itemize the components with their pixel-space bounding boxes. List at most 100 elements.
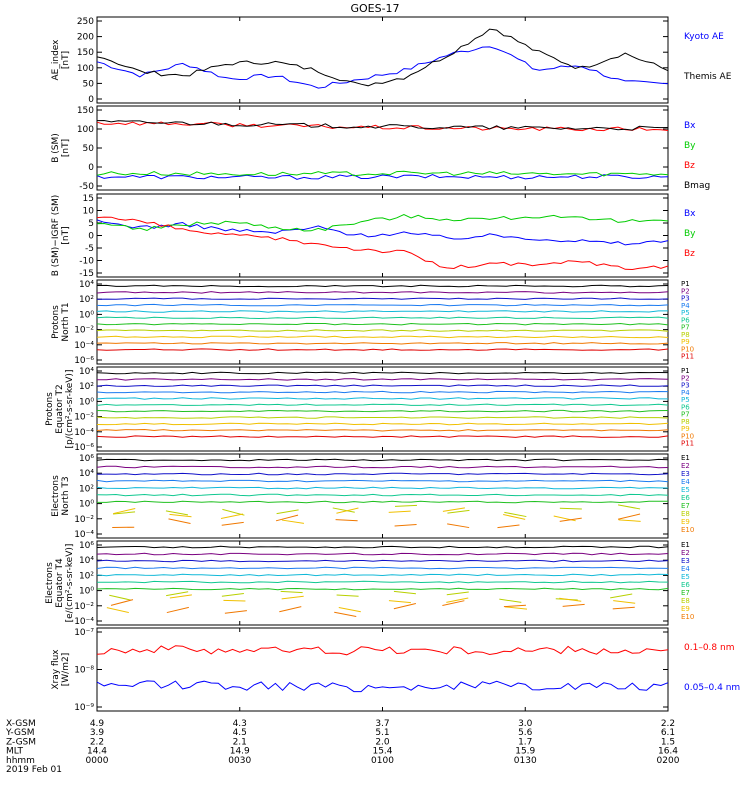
legend-e_eq-E9: E9 (681, 605, 690, 613)
footer-row-label: 2019 Feb 01 (6, 765, 62, 775)
y-axis-label-p_north: North T1 (61, 302, 71, 341)
channel-segment-e_eq (166, 591, 189, 597)
channel-segment-e_eq (612, 606, 635, 610)
legend-e_eq-E6: E6 (681, 581, 690, 589)
y-tick-label-e_north: 10⁰ (79, 500, 94, 510)
y-tick-label-digrf: -10 (79, 257, 94, 267)
legend-p_eq-P9: P9 (681, 425, 690, 433)
series-line-bsm-0 (96, 174, 669, 180)
legend-p_north-P3: P3 (681, 295, 690, 303)
y-tick-label-p_eq: 10⁻² (74, 413, 94, 423)
legend-e_north-E7: E7 (681, 502, 690, 510)
channel-segment-e_north (618, 519, 641, 522)
footer-row-label: hhmm (6, 756, 35, 766)
channel-segment-e_eq (446, 597, 469, 603)
footer-value: 5.1 (375, 728, 389, 738)
channel-segment-e_eq (221, 592, 244, 597)
y-tick-label-bsm: 0 (88, 163, 94, 173)
channel-segment-e_north (442, 507, 465, 512)
y-tick-label-p_north: 10² (79, 295, 94, 305)
legend-p_eq-P10: P10 (681, 432, 694, 440)
legend-p_north-P11: P11 (681, 353, 694, 361)
legend-xray-0: 0.1–0.8 nm (684, 643, 734, 653)
channel-line-p_north-9 (96, 342, 669, 345)
legend-e_north-E2: E2 (681, 462, 690, 470)
channel-segment-e_north (394, 504, 417, 507)
series-group-e_eq (96, 545, 669, 618)
channel-line-e_north-6 (97, 500, 668, 504)
channel-segment-e_eq (442, 600, 465, 606)
legend-e_north-E5: E5 (681, 486, 690, 494)
channel-segment-e_eq (281, 595, 304, 600)
legend-p_eq-P2: P2 (681, 374, 690, 382)
channel-segment-e_eq (223, 599, 246, 602)
channel-segment-e_north (447, 523, 470, 529)
channel-segment-e_eq (338, 607, 361, 613)
legend-bsm-0: Bx (684, 121, 696, 131)
channel-line-e_north-0 (96, 458, 669, 462)
channel-segment-e_north (447, 509, 470, 514)
channel-segment-e_north (276, 509, 299, 515)
channel-segment-e_north (220, 513, 244, 519)
footer-value: 0030 (228, 756, 251, 766)
legend-ae-0: Kyoto AE (684, 32, 724, 42)
channel-segment-e_north (168, 518, 191, 524)
footer-value: 2.2 (661, 719, 675, 729)
y-axis-label-p_north: Protons (51, 305, 61, 339)
channel-segment-e_north (617, 513, 641, 520)
series-line-digrf-1 (96, 214, 669, 232)
legend-p_eq-P4: P4 (681, 389, 690, 397)
channel-line-e_eq-4 (96, 573, 669, 577)
channel-segment-e_north (559, 507, 582, 510)
legend-digrf-1: By (684, 229, 696, 239)
footer-value: 1.5 (661, 737, 675, 747)
channel-line-e_eq-6 (96, 587, 669, 591)
legend-p_eq-P6: P6 (681, 403, 690, 411)
y-tick-label-ae: 150 (77, 48, 94, 58)
legend-e_north-E6: E6 (681, 494, 690, 502)
y-tick-label-p_eq: 10⁻⁴ (74, 428, 94, 438)
y-tick-label-xray: 10⁻⁹ (74, 703, 94, 713)
y-axis-label-e_north: Electrons (51, 475, 61, 517)
series-group-xray (96, 645, 669, 693)
footer-value: 14.4 (87, 747, 107, 757)
legend-e_north-E10: E10 (681, 526, 694, 534)
y-tick-label-ae: 200 (77, 33, 94, 43)
y-axis-label-digrf: [nT] (61, 226, 71, 244)
y-tick-label-ae: 250 (77, 17, 94, 27)
legend-e_eq-E1: E1 (681, 541, 690, 549)
channel-line-p_north-0 (96, 284, 669, 288)
channel-line-p_north-1 (96, 291, 669, 294)
channel-line-e_north-1 (96, 465, 669, 469)
y-tick-label-p_north: 10⁻⁶ (74, 356, 94, 366)
channel-line-p_north-4 (96, 310, 668, 313)
y-tick-label-digrf: 5 (88, 219, 94, 229)
footer-row-label: Y-GSM (5, 728, 34, 738)
y-tick-label-e_north: 10⁻⁴ (74, 530, 94, 540)
footer-value: 5.6 (518, 728, 533, 738)
channel-line-p_north-8 (96, 335, 669, 339)
footer-value: 15.9 (515, 747, 535, 757)
channel-line-p_eq-2 (96, 384, 669, 387)
channel-line-p_eq-7 (96, 416, 669, 419)
channel-segment-e_eq (110, 599, 134, 606)
y-tick-label-p_eq: 10⁰ (79, 397, 94, 407)
legend-e_eq-E5: E5 (681, 573, 690, 581)
series-group-bsm (96, 119, 669, 180)
channel-line-p_north-2 (96, 297, 669, 300)
footer-value: 3.7 (375, 719, 389, 729)
channel-segment-e_eq (169, 594, 192, 599)
channel-line-p_north-3 (96, 303, 669, 307)
footer-value: 3.0 (518, 719, 533, 729)
y-tick-label-p_eq: 10⁻⁶ (74, 443, 94, 453)
legend-ae-1: Themis AE (683, 72, 732, 82)
y-axis-label-ae: AE_index (51, 39, 61, 81)
channel-segment-e_eq (393, 590, 416, 595)
channel-line-p_eq-5 (96, 403, 669, 407)
y-axis-label-xray: [W/m2] (61, 653, 71, 686)
footer-value: 2.1 (233, 737, 247, 747)
y-tick-label-e_eq: 10⁴ (79, 556, 94, 566)
series-group-p_eq (96, 371, 669, 438)
y-axis-label-xray: Xray flux (51, 649, 61, 690)
series-group-p_north (96, 284, 669, 351)
